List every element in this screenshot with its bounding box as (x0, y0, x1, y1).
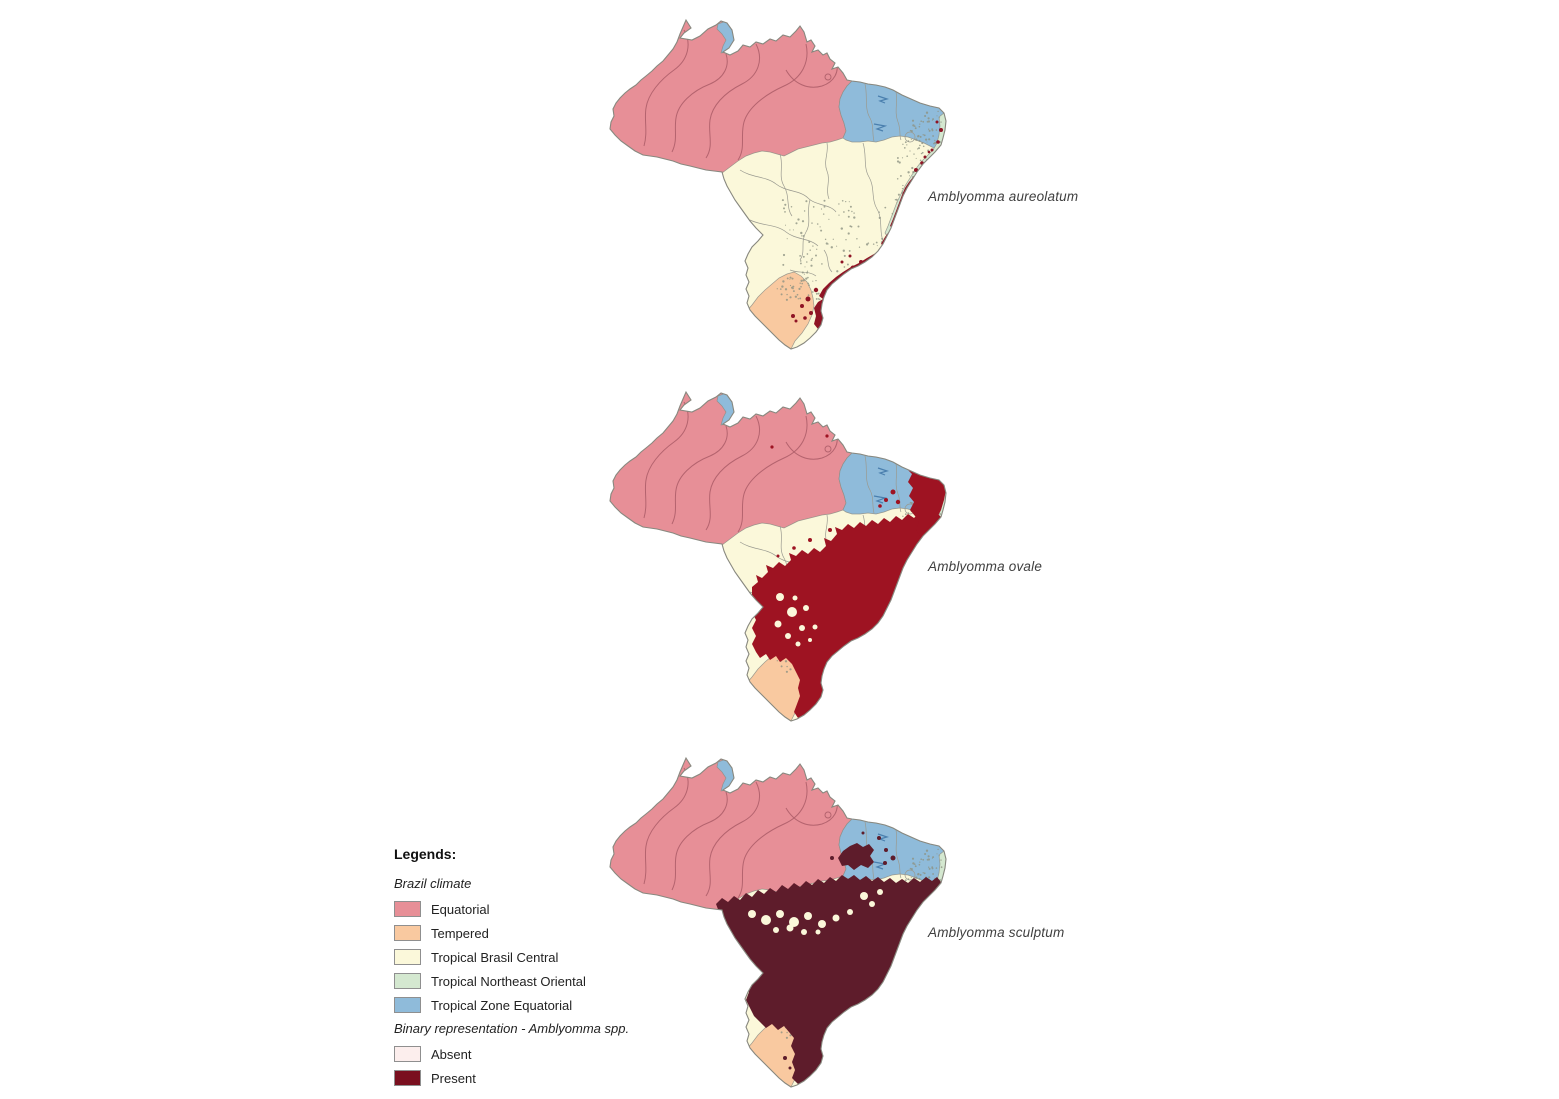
legend-heading-0: Brazil climate (394, 876, 472, 891)
legend-label-equatorial: Equatorial (431, 901, 490, 917)
brazil-map-aureolatum (609, 18, 947, 350)
absent-holes (748, 889, 883, 935)
state-boundaries (739, 83, 916, 277)
legend-row-absent: Absent (394, 1042, 694, 1066)
climate-contour-lines (643, 29, 838, 161)
brazil-map-sculptum (609, 756, 947, 1088)
climate-contour-lines (643, 767, 838, 899)
country-outline (609, 756, 947, 1088)
species-label-sculptum: Amblyomma sculptum (928, 925, 1065, 940)
legend-label-tropical_brasil_central: Tropical Brasil Central (431, 949, 559, 965)
legend-row-tropical_brasil_central: Tropical Brasil Central (394, 945, 694, 969)
legend-row-equatorial: Equatorial (394, 897, 694, 921)
legend-label-tropical_northeast_oriental: Tropical Northeast Oriental (431, 973, 586, 989)
river-marks (873, 833, 890, 870)
legend-sections: Brazil climate Equatorial Tempered Tropical… (394, 876, 694, 1090)
legend-heading-1: Binary representation - Amblyomma spp. (394, 1021, 630, 1036)
legend-label-tropical_zone_equatorial: Tropical Zone Equatorial (431, 997, 573, 1013)
climate-contour-lines (643, 401, 838, 533)
presence-layer (716, 831, 941, 1084)
legend: Legends: Brazil climate Equatorial Tempere… (394, 846, 694, 1090)
map-block-sculptum (580, 738, 980, 1098)
legend-label-present: Present (431, 1070, 476, 1086)
legend-swatch-tropical_brasil_central (394, 949, 421, 965)
legend-swatch-tropical_northeast_oriental (394, 973, 421, 989)
legend-swatch-present (394, 1070, 421, 1086)
species-label-aureolatum: Amblyomma aureolatum (928, 189, 1079, 204)
map-block-ovale (580, 372, 980, 732)
legend-swatch-tempered (394, 925, 421, 941)
absent-holes (774, 593, 818, 647)
legend-label-tempered: Tempered (431, 925, 489, 941)
legend-swatch-equatorial (394, 901, 421, 917)
map-block-aureolatum (580, 0, 980, 360)
river-marks (873, 95, 890, 132)
species-label-ovale: Amblyomma ovale (928, 559, 1043, 574)
country-outline (609, 390, 947, 722)
legend-title: Legends: (394, 846, 457, 862)
legend-row-tempered: Tempered (394, 921, 694, 945)
country-outline (609, 18, 947, 350)
legend-row-tropical_northeast_oriental: Tropical Northeast Oriental (394, 969, 694, 993)
legend-swatch-absent (394, 1046, 421, 1062)
legend-row-tropical_zone_equatorial: Tropical Zone Equatorial (394, 993, 694, 1017)
legend-swatch-tropical_zone_equatorial (394, 997, 421, 1013)
river-marks (873, 467, 890, 504)
legend-label-absent: Absent (431, 1046, 472, 1062)
brazil-map-ovale (609, 390, 947, 722)
legend-row-present: Present (394, 1066, 694, 1090)
